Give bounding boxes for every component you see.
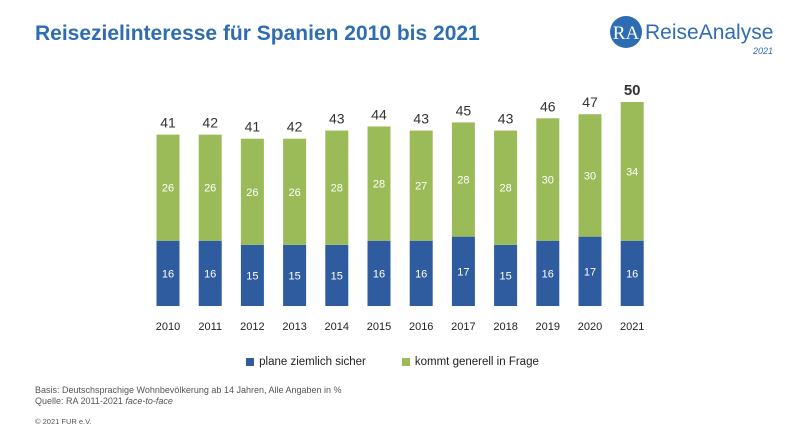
bar-segment-plane xyxy=(620,240,644,306)
bar-total-label: 43 xyxy=(413,111,429,127)
bar-segment-kommt xyxy=(451,122,475,237)
bar-segment-plane xyxy=(536,240,560,306)
bar-value-label: 15 xyxy=(331,270,343,282)
bar-value-label: 17 xyxy=(584,266,596,278)
bar-value-label: 16 xyxy=(415,268,427,280)
bar-total-label: 45 xyxy=(456,102,472,118)
legend-label-plane: plane ziemlich sicher xyxy=(259,356,366,368)
legend-swatch-blue xyxy=(246,358,255,366)
x-tick-label: 2011 xyxy=(198,321,222,333)
logo-abbr: RA xyxy=(613,23,640,44)
logo-year: 2021 xyxy=(752,46,773,56)
copyright: © 2021 FUR e.V. xyxy=(35,417,92,426)
footnotes: Basis: Deutschsprachige Wohnbevölkerung … xyxy=(35,385,342,407)
bar-segment-plane xyxy=(198,240,222,306)
legend-label-kommt: kommt generell in Frage xyxy=(414,356,539,368)
bar-value-label: 28 xyxy=(457,175,469,187)
page-title: Reisezielinteresse für Spanien 2010 bis … xyxy=(35,22,480,45)
bar-value-label: 26 xyxy=(246,187,258,199)
bar-total-label: 44 xyxy=(371,106,387,122)
logo-name: ReiseAnalyse xyxy=(645,21,773,44)
bar-total-label: 43 xyxy=(498,111,514,127)
bar-total-label: 42 xyxy=(287,119,303,135)
bar-total-label: 41 xyxy=(245,119,261,135)
bar-segment-kommt xyxy=(325,130,349,245)
bar-segment-kommt xyxy=(494,130,518,245)
bar-segment-kommt xyxy=(367,126,391,241)
bar-total-label: 50 xyxy=(624,82,641,99)
bar-value-label: 16 xyxy=(162,268,174,280)
bar-segment-kommt xyxy=(198,134,222,241)
x-tick-label: 2010 xyxy=(156,321,180,333)
bar-value-label: 28 xyxy=(499,183,511,195)
bar-value-label: 15 xyxy=(246,270,258,282)
bar-value-label: 15 xyxy=(499,270,511,282)
bar-value-label: 28 xyxy=(373,179,385,191)
bar-segment-plane xyxy=(156,240,180,306)
bar-value-label: 16 xyxy=(626,268,638,280)
legend-item-plane: plane ziemlich sicher xyxy=(246,356,366,368)
x-tick-label: 2015 xyxy=(367,321,391,333)
x-tick-label: 2014 xyxy=(325,321,349,333)
source-method: face-to-face xyxy=(125,396,173,406)
bar-value-label: 30 xyxy=(542,175,554,187)
bar-total-label: 46 xyxy=(540,98,556,114)
bar-value-label: 28 xyxy=(331,183,343,195)
source-note: Quelle: RA 2011-2021 face-to-face xyxy=(35,396,342,407)
bar-total-label: 41 xyxy=(160,115,176,131)
bar-value-label: 34 xyxy=(626,166,638,178)
source-prefix: Quelle: RA 2011-2021 xyxy=(35,396,126,406)
bar-total-label: 43 xyxy=(329,111,345,127)
bar-segment-plane xyxy=(494,244,518,306)
bar-segment-plane xyxy=(451,236,475,306)
bar-segment-plane xyxy=(578,236,602,306)
bar-value-label: 26 xyxy=(288,187,300,199)
legend-swatch-green xyxy=(401,358,410,366)
x-tick-label: 2021 xyxy=(620,321,644,333)
bar-segment-kommt xyxy=(283,138,307,245)
bar-value-label: 17 xyxy=(457,266,469,278)
bar-value-label: 16 xyxy=(373,268,385,280)
bar-segment-kommt xyxy=(156,134,180,241)
logo-circle xyxy=(610,16,642,48)
legend-item-kommt: kommt generell in Frage xyxy=(401,356,539,368)
bar-value-label: 27 xyxy=(415,181,427,193)
basis-note: Basis: Deutschsprachige Wohnbevölkerung … xyxy=(35,385,342,395)
bar-segment-plane xyxy=(240,244,264,306)
bar-value-label: 16 xyxy=(204,268,216,280)
x-tick-label: 2017 xyxy=(451,321,475,333)
bar-value-label: 16 xyxy=(542,268,554,280)
x-tick-label: 2016 xyxy=(409,321,433,333)
bar-segment-kommt xyxy=(240,138,264,245)
bar-total-label: 47 xyxy=(582,94,598,110)
x-tick-label: 2018 xyxy=(493,321,517,333)
bar-segment-plane xyxy=(367,240,391,306)
bar-segment-kommt xyxy=(578,114,602,237)
x-tick-label: 2012 xyxy=(240,321,264,333)
bar-segment-plane xyxy=(409,240,433,306)
x-tick-label: 2019 xyxy=(536,321,560,333)
bar-value-label: 26 xyxy=(162,183,174,195)
reiseanalyse-logo: RA ReiseAnalyse 2021 xyxy=(610,16,773,56)
bar-value-label: 26 xyxy=(204,183,216,195)
stacked-bar-chart: 16 26 41 2010 16 26 42 2011 15 26 41 2012 15 26 42 2013… xyxy=(156,82,645,333)
bar-segment-plane xyxy=(325,244,349,306)
x-tick-label: 2013 xyxy=(282,321,306,333)
bar-value-label: 30 xyxy=(584,170,596,182)
chart-legend: plane ziemlich sicher kommt generell in … xyxy=(0,356,785,368)
bar-segment-kommt xyxy=(536,118,560,241)
bar-value-label: 15 xyxy=(288,270,300,282)
bar-total-label: 42 xyxy=(202,115,218,131)
bar-segment-kommt xyxy=(620,102,644,241)
bar-segment-kommt xyxy=(409,130,433,241)
bar-segment-plane xyxy=(283,244,307,306)
x-tick-label: 2020 xyxy=(578,321,602,333)
